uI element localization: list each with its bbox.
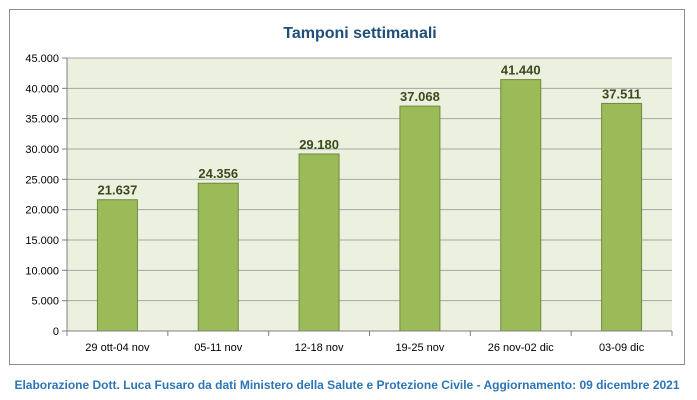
footer-credit: Elaborazione Dott. Luca Fusaro da dati M…	[14, 378, 680, 392]
y-tick-label: 15.000	[25, 235, 59, 247]
data-label: 37.068	[400, 89, 440, 104]
y-axis: 0 5.000 10.000 15.000 20.000 25.000 30.000 35.0…	[25, 53, 68, 338]
data-label: 41.440	[501, 63, 541, 78]
bar	[399, 105, 441, 332]
data-labels: 21.637 24.356 29.180 37.068 41.440 37.511	[98, 63, 642, 198]
y-tick-label: 45.000	[25, 53, 59, 65]
bar-chart: Tamponi settimanali 21.637 24.356 29.180 37…	[25, 25, 673, 354]
gridlines	[67, 57, 672, 332]
y-tick-label: 35.000	[25, 114, 59, 126]
y-tick-label: 5.000	[31, 296, 59, 308]
y-tick-label: 40.000	[25, 83, 59, 95]
x-tick-label: 12-18 nov	[295, 342, 344, 354]
y-tick-label: 25.000	[25, 174, 59, 186]
y-tick-label: 0	[53, 326, 59, 338]
chart-title: Tamponi settimanali	[283, 25, 437, 42]
x-tick-label: 05-11 nov	[194, 342, 243, 354]
x-tick-label: 03-09 dic	[599, 342, 645, 354]
x-tick-label: 19-25 nov	[395, 342, 444, 354]
y-tick-label: 20.000	[25, 205, 59, 217]
bar	[601, 102, 643, 332]
data-label: 29.180	[299, 137, 339, 152]
y-tick-label: 10.000	[25, 265, 59, 277]
data-label: 21.637	[98, 183, 138, 198]
data-label: 37.511	[602, 86, 641, 101]
x-tick-label: 26 nov-02 dic	[488, 342, 555, 354]
bar	[298, 153, 340, 332]
y-tick-label: 30.000	[25, 144, 59, 156]
bar	[500, 79, 542, 332]
x-tick-label: 29 ott-04 nov	[85, 342, 150, 354]
chart-frame: Tamponi settimanali 21.637 24.356 29.180 37…	[9, 9, 685, 365]
data-label: 24.356	[198, 166, 238, 181]
bar	[96, 199, 138, 332]
x-axis: 29 ott-04 nov 05-11 nov 12-18 nov 19-25 nov…	[66, 330, 673, 354]
bar	[197, 182, 239, 332]
plot-area	[67, 58, 672, 331]
